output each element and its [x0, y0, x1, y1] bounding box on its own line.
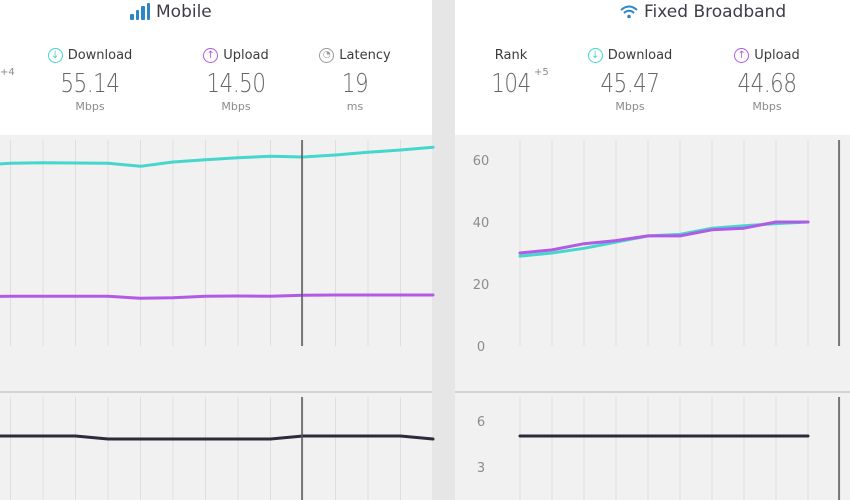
mobile-rank-delta: +4 — [0, 67, 15, 78]
download-series-line — [0, 145, 435, 168]
y-tick-label: 3 — [477, 461, 485, 476]
metric-label: Upload — [754, 48, 800, 63]
mobile-latency-metric: ◔ Latency 19 ms — [310, 48, 400, 113]
mobile-panel-title: Mobile — [130, 2, 212, 22]
metric-value: 45.47 — [600, 69, 660, 99]
latency-series-line — [0, 434, 435, 441]
broadband-chart-area — [455, 135, 850, 500]
mobile-upload-metric: ↑ Upload 14.50 Mbps — [186, 48, 286, 113]
broadband-download-metric: ↓ Download 45.47 Mbps — [575, 48, 685, 113]
broadband-title-text: Fixed Broadband — [644, 2, 787, 22]
metric-unit: Mbps — [75, 100, 105, 113]
upload-arrow-icon: ↑ — [203, 48, 219, 63]
metric-value: 19 — [341, 69, 369, 99]
metric-unit: Mbps — [752, 100, 782, 113]
download-series-line — [518, 220, 810, 258]
broadband-rank-metric: Rank 104 — [483, 48, 539, 99]
y-tick-label: 40 — [473, 216, 490, 231]
metric-label: Rank — [494, 48, 528, 63]
metric-label: Upload — [223, 48, 269, 63]
mobile-title-text: Mobile — [156, 2, 212, 22]
upload-series-line — [0, 293, 435, 300]
metric-label: Download — [607, 48, 673, 63]
metric-value: 55.14 — [60, 69, 120, 99]
broadband-rank-delta: +5 — [534, 67, 549, 78]
metric-unit: Mbps — [221, 100, 251, 113]
wifi-icon — [620, 5, 638, 19]
metric-unit: ms — [346, 100, 364, 113]
y-tick-label: 60 — [473, 154, 490, 169]
metric-value: 44.68 — [737, 69, 797, 99]
y-tick-label: 20 — [473, 278, 490, 293]
upload-series-line — [518, 220, 810, 255]
metric-label: Latency — [339, 48, 391, 63]
broadband-upload-metric: ↑ Upload 44.68 Mbps — [717, 48, 817, 113]
y-tick-label: 0 — [477, 340, 485, 355]
y-tick-label: 6 — [477, 415, 485, 430]
metric-label: Download — [67, 48, 133, 63]
latency-icon: ◔ — [319, 48, 335, 63]
upload-arrow-icon: ↑ — [734, 48, 750, 63]
download-arrow-icon: ↓ — [47, 48, 63, 63]
signal-bars-icon — [130, 3, 150, 20]
download-arrow-icon: ↓ — [587, 48, 603, 63]
mobile-download-metric: ↓ Download 55.14 Mbps — [40, 48, 140, 113]
metric-value: 14.50 — [206, 69, 266, 99]
metric-value: 104 — [491, 69, 531, 99]
metric-unit: Mbps — [615, 100, 645, 113]
broadband-panel-title: Fixed Broadband — [620, 2, 786, 22]
